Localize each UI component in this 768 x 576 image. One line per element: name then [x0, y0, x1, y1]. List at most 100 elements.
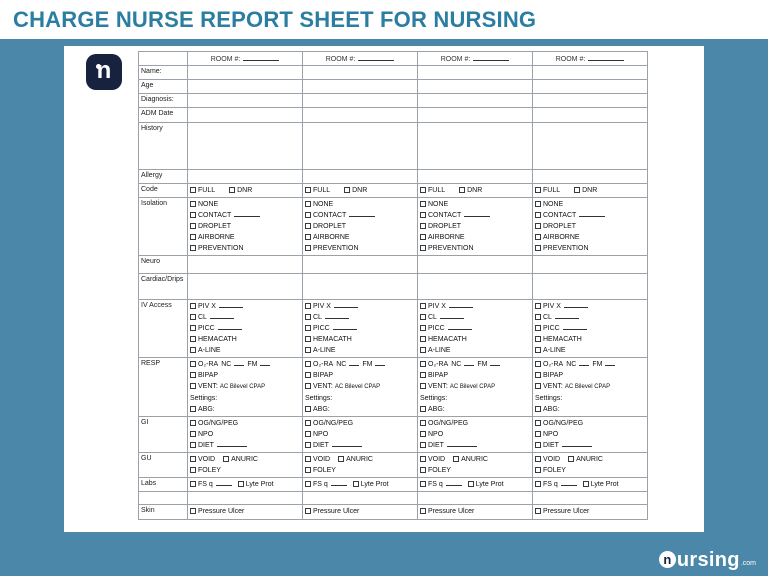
- blank-line[interactable]: [490, 359, 501, 366]
- checkbox[interactable]: [237, 481, 244, 487]
- write-in-cell[interactable]: [532, 491, 648, 505]
- checkbox[interactable]: [453, 456, 460, 462]
- blank-line[interactable]: [562, 323, 587, 330]
- write-in-cell[interactable]: [417, 107, 533, 123]
- blank-line[interactable]: [330, 479, 347, 486]
- write-in-cell[interactable]: [417, 169, 533, 184]
- checkbox[interactable]: [223, 456, 230, 462]
- write-in-cell[interactable]: [187, 107, 303, 123]
- checkbox[interactable]: [420, 245, 426, 251]
- blank-line[interactable]: [375, 359, 386, 366]
- checkbox[interactable]: [535, 467, 541, 473]
- checkbox[interactable]: [582, 481, 589, 487]
- checkbox[interactable]: [535, 325, 541, 331]
- checkbox[interactable]: [420, 347, 426, 353]
- write-in-cell[interactable]: [532, 107, 648, 123]
- checkbox[interactable]: [535, 336, 541, 342]
- checkbox[interactable]: [420, 431, 426, 437]
- blank-line[interactable]: [561, 440, 592, 447]
- checkbox[interactable]: [190, 336, 196, 342]
- write-in-cell[interactable]: [417, 255, 533, 274]
- checkbox[interactable]: [190, 314, 196, 320]
- room-number-header[interactable]: ROOM #:: [417, 51, 533, 66]
- checkbox[interactable]: [420, 481, 426, 487]
- checkbox[interactable]: [190, 406, 196, 412]
- checkbox[interactable]: [305, 347, 311, 353]
- blank-line[interactable]: [579, 210, 606, 217]
- checkbox[interactable]: [535, 303, 541, 309]
- blank-line[interactable]: [209, 312, 234, 319]
- checkbox[interactable]: [535, 508, 541, 514]
- write-in-cell[interactable]: [532, 93, 648, 108]
- write-in-cell[interactable]: [302, 107, 418, 123]
- checkbox[interactable]: [535, 245, 541, 251]
- checkbox[interactable]: [420, 406, 426, 412]
- checkbox[interactable]: [305, 456, 311, 462]
- blank-line[interactable]: [331, 440, 362, 447]
- checkbox[interactable]: [305, 234, 311, 240]
- checkbox[interactable]: [420, 420, 426, 426]
- checkbox[interactable]: [459, 187, 466, 193]
- write-in-cell[interactable]: [187, 169, 303, 184]
- blank-line[interactable]: [234, 359, 245, 366]
- checkbox[interactable]: [305, 467, 311, 473]
- checkbox[interactable]: [420, 201, 426, 207]
- checkbox[interactable]: [190, 456, 196, 462]
- write-in-cell[interactable]: [417, 65, 533, 80]
- blank-line[interactable]: [563, 301, 588, 308]
- checkbox[interactable]: [420, 234, 426, 240]
- write-in-cell[interactable]: [302, 491, 418, 505]
- checkbox[interactable]: [535, 406, 541, 412]
- checkbox[interactable]: [190, 467, 196, 473]
- checkbox[interactable]: [190, 508, 196, 514]
- checkbox[interactable]: [190, 361, 196, 367]
- checkbox[interactable]: [190, 201, 196, 207]
- checkbox[interactable]: [420, 303, 426, 309]
- blank-line[interactable]: [464, 359, 475, 366]
- checkbox[interactable]: [305, 245, 311, 251]
- checkbox[interactable]: [420, 372, 426, 378]
- checkbox[interactable]: [305, 431, 311, 437]
- checkbox[interactable]: [190, 234, 196, 240]
- blank-line[interactable]: [260, 359, 271, 366]
- room-number-blank[interactable]: [473, 54, 510, 61]
- checkbox[interactable]: [305, 212, 311, 218]
- blank-line[interactable]: [464, 210, 491, 217]
- write-in-cell[interactable]: [187, 273, 303, 300]
- write-in-cell[interactable]: [302, 93, 418, 108]
- write-in-cell[interactable]: [187, 255, 303, 274]
- checkbox[interactable]: [420, 508, 426, 514]
- room-number-blank[interactable]: [243, 54, 280, 61]
- checkbox[interactable]: [305, 508, 311, 514]
- write-in-cell[interactable]: [417, 79, 533, 94]
- write-in-cell[interactable]: [417, 93, 533, 108]
- checkbox[interactable]: [420, 325, 426, 331]
- write-in-cell[interactable]: [187, 93, 303, 108]
- checkbox[interactable]: [305, 303, 311, 309]
- checkbox[interactable]: [535, 442, 541, 448]
- checkbox[interactable]: [420, 314, 426, 320]
- checkbox[interactable]: [338, 456, 345, 462]
- checkbox[interactable]: [190, 372, 196, 378]
- write-in-cell[interactable]: [302, 255, 418, 274]
- checkbox[interactable]: [305, 442, 311, 448]
- blank-line[interactable]: [349, 210, 376, 217]
- checkbox[interactable]: [535, 314, 541, 320]
- checkbox[interactable]: [535, 234, 541, 240]
- checkbox[interactable]: [190, 481, 196, 487]
- write-in-cell[interactable]: [187, 491, 303, 505]
- checkbox[interactable]: [420, 336, 426, 342]
- checkbox[interactable]: [190, 303, 196, 309]
- checkbox[interactable]: [535, 361, 541, 367]
- blank-line[interactable]: [560, 479, 577, 486]
- checkbox[interactable]: [305, 420, 311, 426]
- write-in-cell[interactable]: [417, 122, 533, 170]
- checkbox[interactable]: [305, 325, 311, 331]
- blank-line[interactable]: [605, 359, 616, 366]
- checkbox[interactable]: [305, 406, 311, 412]
- write-in-cell[interactable]: [532, 273, 648, 300]
- write-in-cell[interactable]: [532, 65, 648, 80]
- write-in-cell[interactable]: [302, 65, 418, 80]
- write-in-cell[interactable]: [302, 169, 418, 184]
- write-in-cell[interactable]: [187, 65, 303, 80]
